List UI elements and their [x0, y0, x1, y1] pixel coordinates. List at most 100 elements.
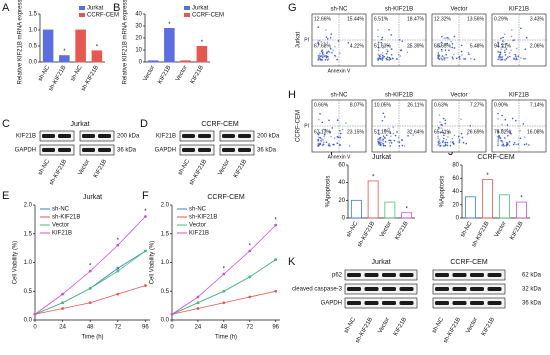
flow-dot: [497, 137, 500, 140]
blot-band: [82, 134, 95, 138]
flow-column-title: KIF21B: [509, 93, 529, 99]
flow-dot: [444, 141, 446, 144]
flow-dot: [467, 51, 470, 54]
flow-dot: [377, 46, 380, 49]
flow-dot: [501, 141, 504, 143]
flow-dot: [380, 41, 383, 44]
flow-dot: [448, 38, 450, 40]
flow-dot: [396, 58, 398, 60]
blot-band: [42, 148, 55, 152]
flow-dot: [440, 127, 443, 129]
flow-dot: [322, 141, 325, 144]
flow-dot: [438, 138, 441, 141]
flow-dot: [390, 34, 393, 36]
flow-dot: [506, 128, 509, 130]
quadrant-value: 18.47%: [407, 16, 425, 22]
flow-dot: [384, 141, 387, 143]
blot-band: [452, 287, 467, 291]
flow-dot: [505, 42, 508, 45]
data-point: [144, 284, 147, 287]
flow-dot: [501, 144, 504, 147]
blot-band: [452, 273, 467, 277]
flow-dot: [508, 52, 511, 54]
flow-dot: [377, 29, 379, 31]
x-tick-label: sh-NC: [460, 220, 474, 238]
y-tick-label: 1.5: [24, 231, 33, 237]
flow-dot: [323, 135, 325, 138]
flow-dot: [508, 144, 511, 147]
bar: [481, 179, 493, 219]
flow-dot: [441, 50, 443, 52]
flow-dot: [445, 37, 447, 39]
flow-dot: [460, 132, 463, 135]
data-point: [116, 266, 120, 270]
blot-band: [399, 273, 414, 277]
flow-dot: [439, 144, 442, 147]
blot-band: [222, 134, 235, 138]
lane-label: KIF21B: [393, 317, 408, 337]
bar: [75, 29, 86, 63]
data-point: [61, 292, 64, 296]
x-tick-label: sh-KIF21B: [471, 221, 490, 249]
significance-mark: *: [249, 244, 252, 250]
quadrant-value: 13.56%: [467, 16, 485, 22]
flow-dot: [497, 56, 500, 58]
legend-label: Vector: [189, 223, 206, 229]
quadrant-value: 51.63%: [374, 44, 392, 50]
data-point: [248, 249, 252, 253]
quadrant-value: 16.08%: [527, 130, 545, 136]
flow-dot: [378, 57, 381, 59]
flow-column-title: Vector: [450, 93, 467, 99]
bar: [147, 60, 159, 63]
flow-dot: [501, 55, 503, 58]
flow-dot: [334, 55, 337, 58]
flow-dot: [378, 133, 380, 136]
quadrant-value: 0.66%: [314, 102, 329, 108]
flow-dot: [452, 58, 454, 60]
flow-dot: [510, 29, 513, 31]
y-axis-label: %Apoptosis: [326, 176, 332, 208]
flow-dot: [319, 52, 321, 55]
flow-dot: [396, 131, 398, 133]
flow-dot: [500, 37, 502, 40]
legend-swatch: [184, 6, 190, 10]
flow-dot: [497, 45, 500, 48]
blot-row-label: GAPDH: [15, 148, 36, 154]
flow-column-title: sh-KIF21B: [385, 7, 413, 13]
lane-label: Vector: [217, 159, 231, 177]
flow-dot: [440, 123, 442, 126]
y-tick-label: 60: [338, 163, 345, 169]
lane-label: sh-NC: [431, 316, 445, 334]
legend-label: sh-KIF21B: [52, 215, 80, 221]
flow-dot: [503, 137, 506, 139]
flow-dot: [318, 54, 320, 56]
flow-dot: [322, 143, 325, 145]
blot-band: [487, 287, 502, 291]
flow-dot: [448, 49, 450, 52]
lane-label: Vector: [377, 317, 391, 335]
flow-dot: [382, 140, 385, 142]
flow-dot: [325, 56, 328, 59]
flow-column-title: sh-NC: [330, 93, 348, 99]
flow-dot: [379, 137, 381, 139]
flow-dot: [504, 49, 506, 52]
y-tick-label: 80: [452, 163, 459, 169]
lane-label: sh-KIF21B: [355, 317, 374, 345]
flow-dot: [339, 132, 342, 135]
blot-frame: [344, 269, 418, 281]
flow-dot: [501, 114, 503, 117]
flow-dot: [406, 51, 409, 54]
blot-title: CCRF-CEM: [201, 121, 238, 128]
flow-dot: [322, 54, 325, 56]
flow-dot: [382, 144, 385, 147]
flow-dot: [523, 143, 526, 146]
flow-dot: [317, 132, 319, 135]
blot-frame: [432, 283, 506, 295]
blot-row-label: cleaved caspase-3: [292, 287, 343, 293]
flow-y-label: PI: [304, 123, 309, 129]
lane-label: sh-KIF21B: [189, 159, 208, 187]
flow-dot: [449, 144, 452, 147]
y-tick-label: 1.0: [24, 260, 33, 266]
flow-dot: [320, 140, 323, 142]
flow-dot: [441, 59, 443, 61]
